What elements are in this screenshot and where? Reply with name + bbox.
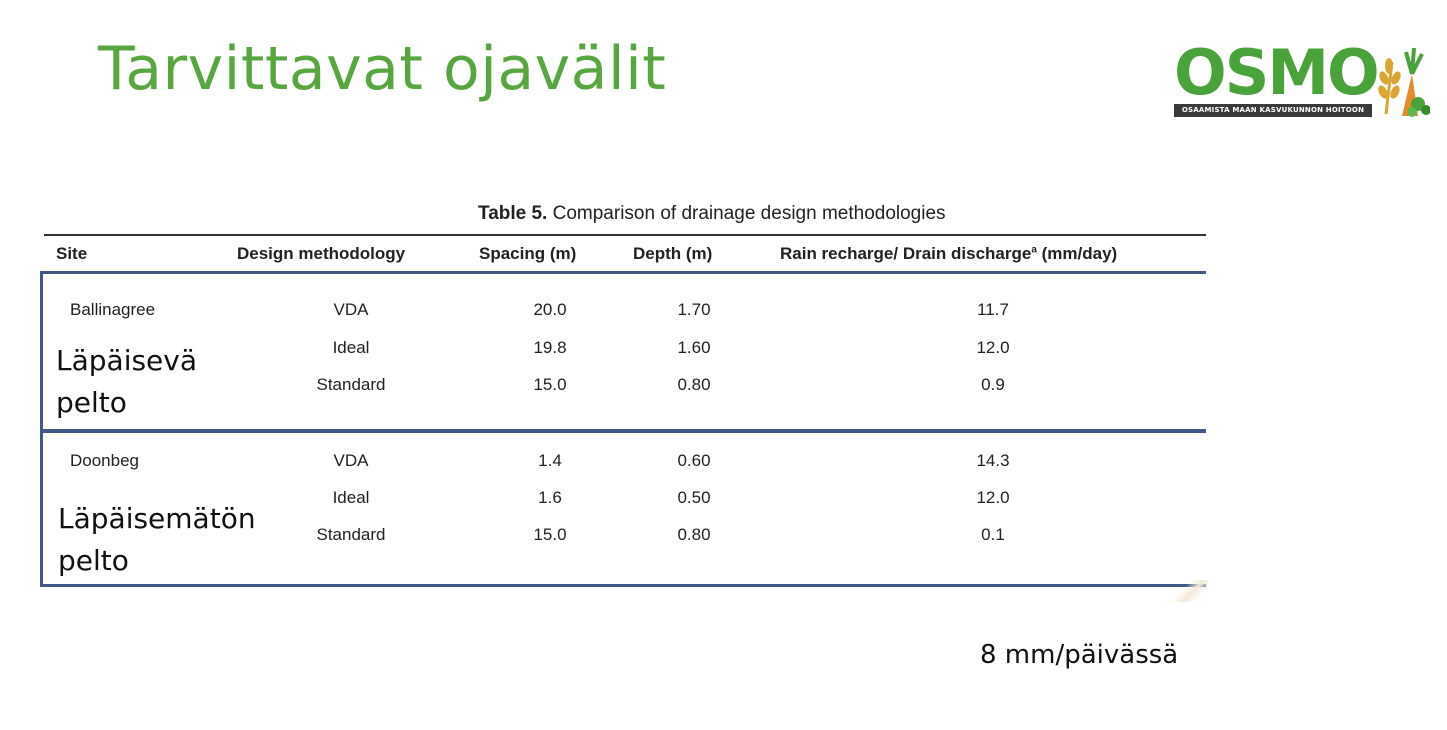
cell-rain: 0.9: [981, 375, 1005, 394]
cell-spacing: 20.0: [533, 300, 567, 319]
header-rain-unit: (mm/day): [1036, 244, 1118, 263]
cell-method: VDA: [333, 300, 369, 319]
overlay-line: pelto: [56, 386, 127, 419]
cell-spacing: 15.0: [533, 525, 567, 544]
logo-wordmark: OSMO: [1174, 36, 1380, 109]
osmo-logo: OSMO OSAAMISTA MAAN KASVUKUNNON HOITOON: [1168, 40, 1430, 120]
header-rain-footnote-mark: a: [1031, 244, 1037, 256]
plant-icon: [1378, 47, 1430, 117]
cell-depth: 1.60: [677, 338, 711, 357]
overlay-line: pelto: [58, 544, 129, 577]
header-rain-label: Rain recharge/ Drain discharge: [780, 244, 1032, 263]
header-rule: [44, 234, 1206, 236]
table-caption: Table 5. Comparison of drainage design m…: [478, 203, 946, 225]
cell-rain: 12.0: [976, 488, 1010, 507]
cell-spacing: 19.8: [533, 338, 567, 357]
cell-rain: 11.7: [977, 300, 1009, 319]
cell-depth: 0.60: [677, 451, 711, 470]
cell-depth: 0.80: [677, 375, 711, 394]
site-doonbeg: Doonbeg: [70, 451, 140, 470]
cell-method: Standard: [316, 375, 386, 394]
logo-tagline: OSAAMISTA MAAN KASVUKUNNON HOITOON: [1174, 104, 1372, 117]
cell-depth: 0.50: [677, 488, 711, 507]
group-box-impermeable: [40, 429, 1206, 587]
cell-rain: 12.0: [976, 338, 1010, 357]
cell-rain: 14.3: [976, 451, 1010, 470]
header-spacing: Spacing (m): [479, 244, 577, 263]
overlay-label-permeable: Läpäisevä pelto: [56, 340, 197, 424]
group-box-permeable: [40, 271, 1206, 433]
cell-spacing: 1.4: [538, 451, 562, 470]
cell-depth: 1.70: [677, 300, 711, 319]
cell-method: VDA: [333, 451, 369, 470]
overlay-line: Läpäisemätön: [58, 502, 256, 535]
site-ballinagree: Ballinagree: [70, 300, 156, 319]
overlay-label-impermeable: Läpäisemätön pelto: [58, 498, 256, 582]
header-depth: Depth (m): [633, 244, 713, 263]
cell-depth: 0.80: [677, 525, 711, 544]
cell-spacing: 1.6: [538, 488, 562, 507]
header-site: Site: [56, 244, 88, 263]
cell-spacing: 15.0: [533, 375, 567, 394]
header-method: Design methodology: [237, 244, 406, 263]
footnote-rate: 8 mm/päivässä: [980, 640, 1179, 670]
cell-rain: 0.1: [981, 525, 1005, 544]
cell-method: Ideal: [332, 488, 370, 507]
overlay-line: Läpäisevä: [56, 344, 198, 377]
table-caption-label: Table 5.: [478, 203, 548, 224]
cell-method: Standard: [316, 525, 386, 544]
table-caption-text: Comparison of drainage design methodolog…: [547, 203, 946, 224]
corner-decoration: [1166, 580, 1208, 602]
header-rain: Rain recharge/ Drain dischargea (mm/day): [780, 244, 1117, 264]
slide-title: Tarvittavat ojavälit: [98, 34, 667, 104]
cell-method: Ideal: [332, 338, 370, 357]
